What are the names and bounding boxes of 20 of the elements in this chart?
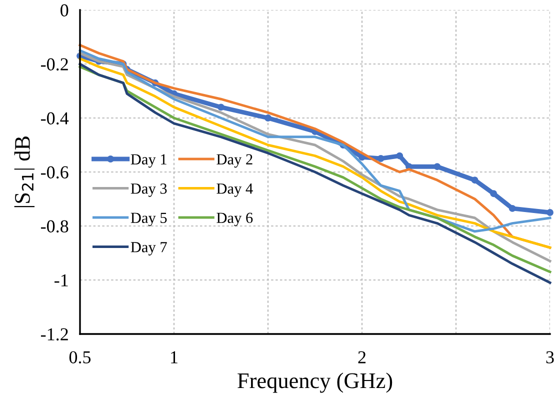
x-tick-label: 2 (358, 351, 366, 364)
y-tick-label: -0.2 (40, 58, 68, 71)
legend-label: Day 4 (216, 184, 253, 197)
y-tick-label: -0.8 (40, 220, 68, 233)
legend-label: Day 1 (130, 154, 166, 168)
x-tick-label: 0.5 (69, 351, 91, 364)
legend-label: Day 3 (130, 184, 167, 197)
y-tick-label: -1.2 (40, 328, 68, 341)
y-tick-label: -0.6 (40, 166, 68, 179)
legend-label: Day 6 (216, 212, 253, 226)
x-tick-label: 1 (171, 351, 178, 364)
y-axis-title: |S$_{21}$| dB (14, 136, 35, 208)
y-tick-label: -1 (54, 274, 68, 286)
legend-label: Day 5 (130, 212, 167, 226)
x-tick-label: 3 (546, 351, 554, 364)
y-tick-label: -0.4 (40, 112, 69, 125)
legend-label: Day 7 (130, 242, 167, 256)
x-axis-title: Frequency (GHz) (238, 372, 392, 393)
legend-label: Day 2 (216, 154, 252, 168)
y-tick-label: 0 (60, 4, 68, 16)
